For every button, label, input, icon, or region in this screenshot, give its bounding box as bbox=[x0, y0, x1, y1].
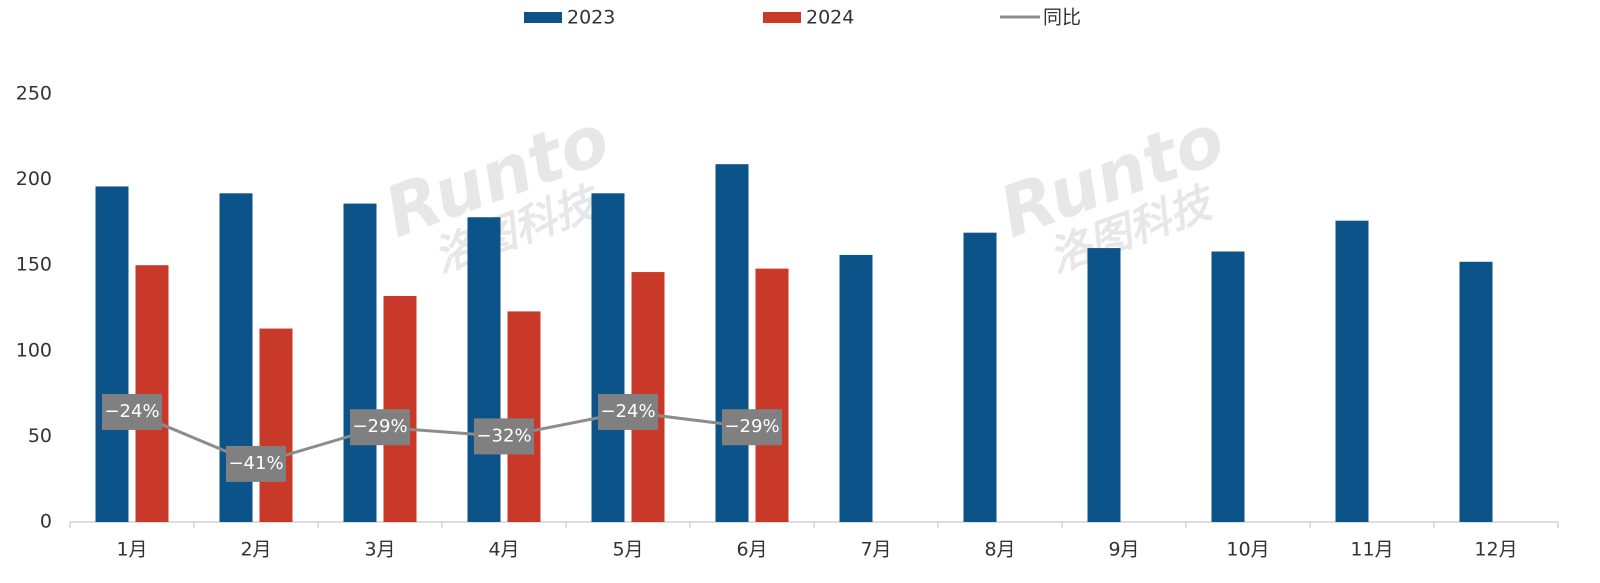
data-label: −24% bbox=[104, 401, 159, 422]
x-tick-label: 5月 bbox=[612, 539, 643, 561]
bar bbox=[1459, 261, 1493, 522]
x-tick-label: 2月 bbox=[240, 539, 271, 561]
legend-swatch bbox=[524, 12, 562, 23]
x-tick-label: 12月 bbox=[1474, 539, 1517, 561]
bar bbox=[343, 203, 377, 522]
bar bbox=[591, 193, 625, 522]
x-tick-label: 10月 bbox=[1226, 539, 1269, 561]
data-label-box bbox=[350, 409, 410, 446]
y-tick-label: 150 bbox=[16, 254, 52, 276]
data-label-box bbox=[102, 393, 162, 430]
bar bbox=[95, 186, 129, 522]
data-label-box bbox=[722, 409, 782, 446]
bar bbox=[135, 265, 169, 522]
data-label: −41% bbox=[228, 453, 283, 474]
x-tick-label: 3月 bbox=[364, 539, 395, 561]
x-tick-label: 9月 bbox=[1108, 539, 1139, 561]
x-tick-label: 7月 bbox=[860, 539, 891, 561]
y-tick-label: 0 bbox=[40, 511, 52, 533]
data-label-box bbox=[598, 393, 658, 430]
x-tick-label: 11月 bbox=[1350, 539, 1393, 561]
y-tick-label: 100 bbox=[16, 339, 52, 361]
bar bbox=[963, 232, 997, 522]
legend-swatch bbox=[763, 12, 801, 23]
legend-label: 2023 bbox=[567, 7, 615, 29]
bar bbox=[715, 164, 749, 522]
legend-label: 同比 bbox=[1043, 7, 1081, 29]
bar bbox=[259, 328, 293, 522]
x-tick-label: 8月 bbox=[984, 539, 1015, 561]
x-tick-label: 4月 bbox=[488, 539, 519, 561]
data-label: −29% bbox=[724, 416, 779, 437]
bar bbox=[1087, 248, 1121, 522]
bar bbox=[467, 217, 501, 522]
data-label: −29% bbox=[352, 416, 407, 437]
data-label-box bbox=[474, 418, 534, 455]
bar bbox=[755, 268, 789, 522]
data-label: −32% bbox=[476, 425, 531, 446]
bar bbox=[383, 296, 417, 522]
bar bbox=[1335, 220, 1369, 523]
x-tick-label: 1月 bbox=[116, 539, 147, 561]
bar bbox=[839, 254, 873, 523]
bar bbox=[507, 311, 541, 522]
legend-label: 2024 bbox=[806, 7, 854, 29]
x-tick-label: 6月 bbox=[736, 539, 767, 561]
y-tick-label: 200 bbox=[16, 168, 52, 190]
y-tick-label: 250 bbox=[16, 83, 52, 105]
data-label: −24% bbox=[600, 401, 655, 422]
data-label-box bbox=[226, 445, 286, 482]
y-tick-label: 50 bbox=[28, 425, 52, 447]
bar bbox=[1211, 251, 1245, 522]
